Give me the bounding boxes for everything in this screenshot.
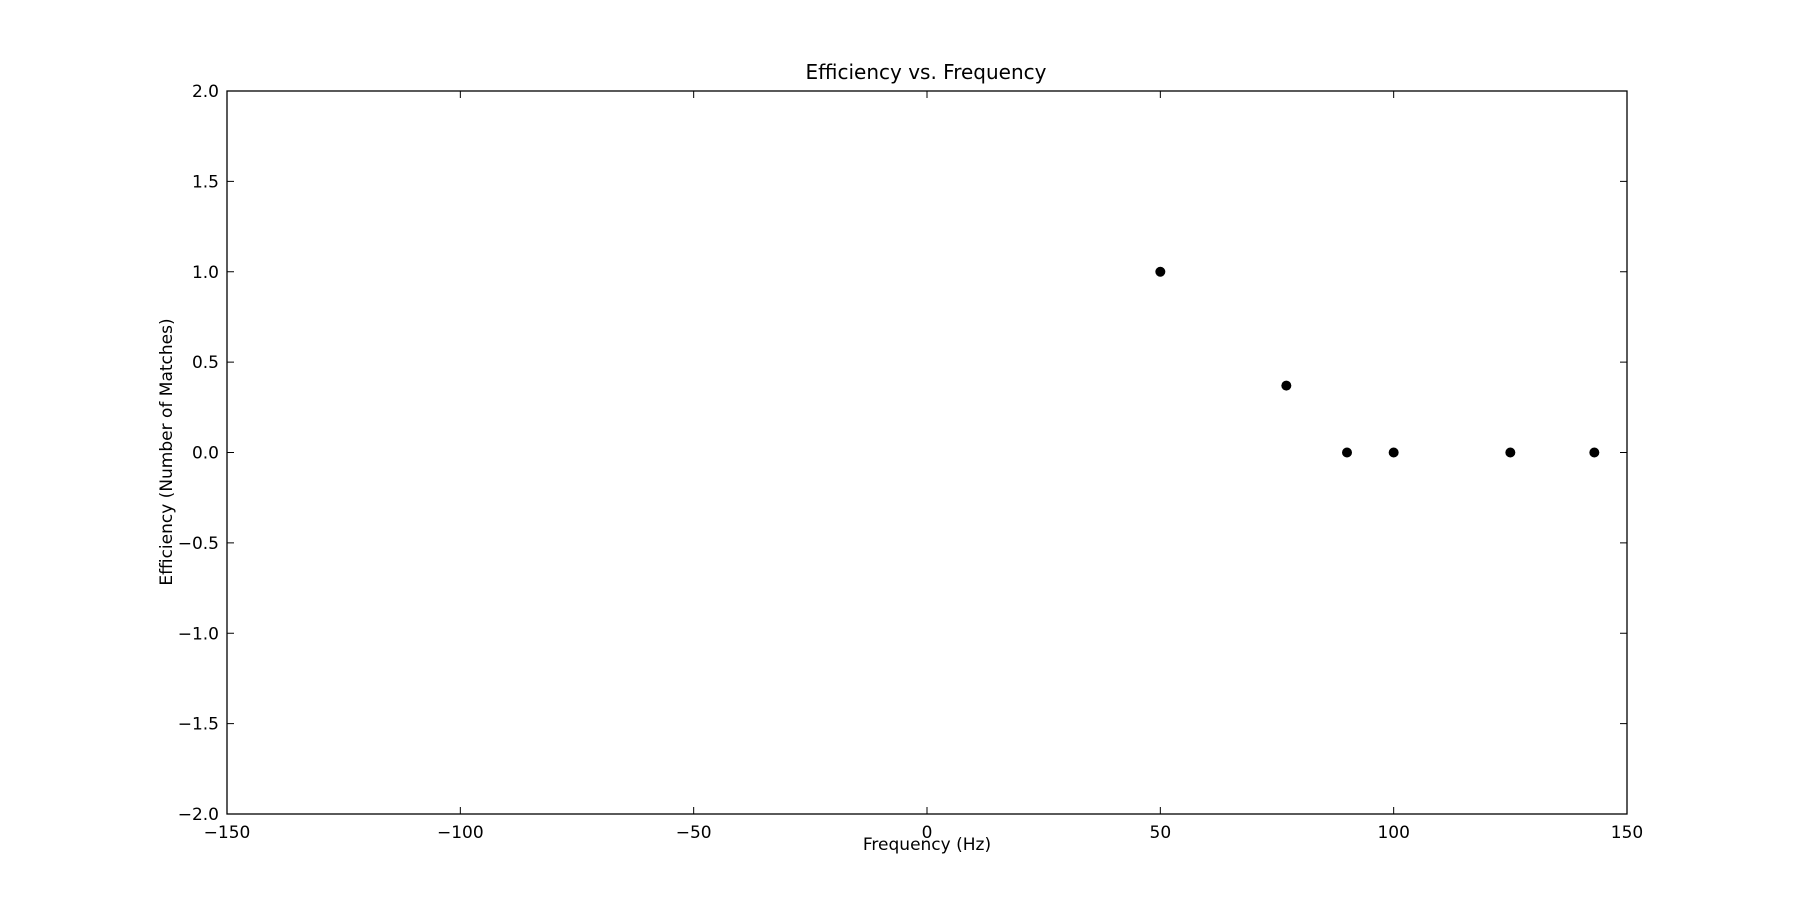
data-point: [1155, 266, 1166, 277]
y-tick-label: −1.0: [178, 624, 219, 644]
y-tick-label: 2.0: [192, 82, 219, 102]
y-tick-label: 1.5: [192, 172, 219, 192]
x-tick-label: 50: [1150, 823, 1172, 843]
x-tick-label: 0: [922, 823, 933, 843]
chart-title: Efficiency vs. Frequency: [806, 60, 1047, 84]
y-tick-label: −0.5: [178, 534, 219, 554]
x-tick-label: −50: [676, 823, 712, 843]
x-tick-label: 100: [1377, 823, 1409, 843]
data-point: [1505, 447, 1516, 458]
y-axis-label: Efficiency (Number of Matches): [157, 318, 177, 585]
y-tick-label: 1.0: [192, 263, 219, 283]
x-tick-label: −150: [204, 823, 251, 843]
x-tick-label: 150: [1611, 823, 1643, 843]
data-point: [1281, 380, 1292, 391]
axis-ticks: −150 −100 −50 0 50 100 150 −2.0 −1.5 −1.0 −0.5 0.0 0…: [178, 82, 1644, 843]
data-point: [1388, 447, 1399, 458]
y-tick-label: −1.5: [178, 715, 219, 735]
y-tick-label: 0.0: [192, 444, 219, 464]
data-point: [1589, 447, 1600, 458]
data-points: [1155, 266, 1600, 458]
plot-frame: [226, 90, 1628, 815]
x-axis-label: Frequency (Hz): [863, 835, 991, 855]
x-tick-label: −100: [437, 823, 484, 843]
y-tick-label: −2.0: [178, 805, 219, 825]
data-point: [1342, 447, 1352, 458]
y-tick-label: 0.5: [192, 353, 219, 373]
